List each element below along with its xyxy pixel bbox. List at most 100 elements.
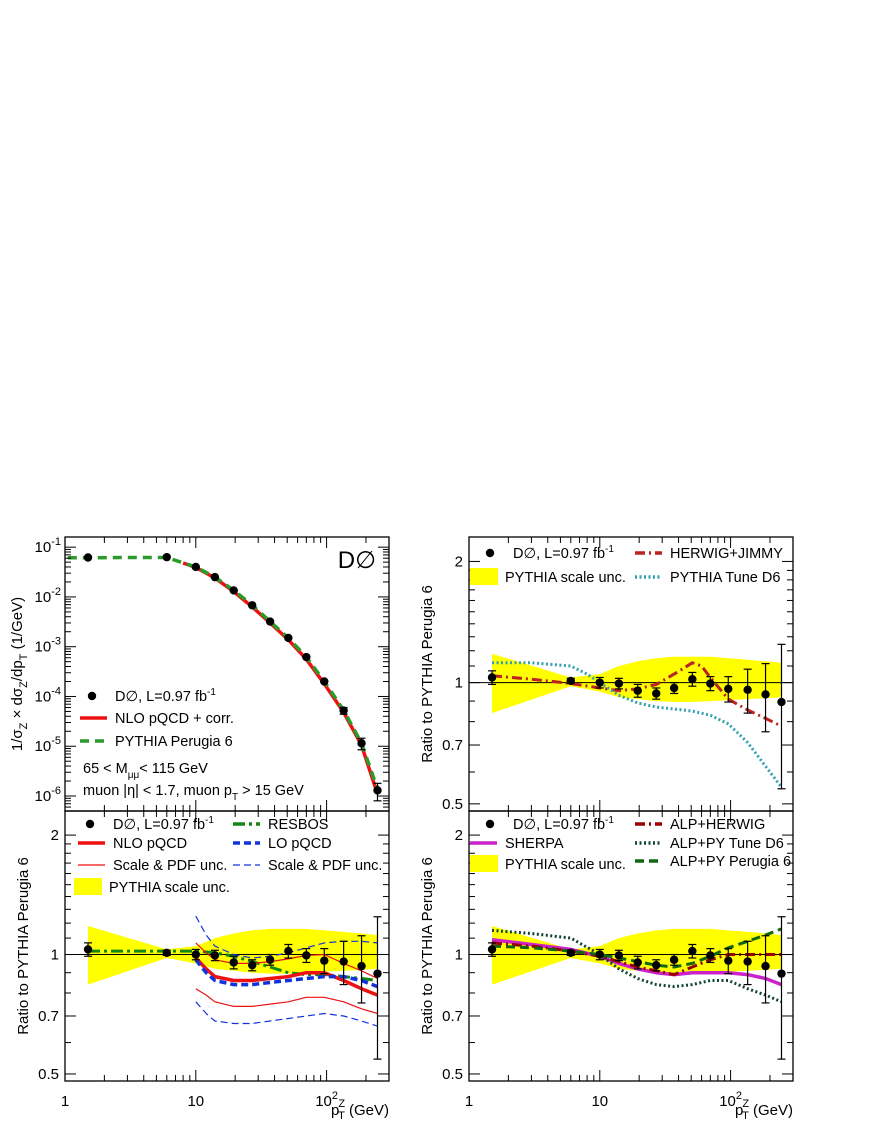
text-part: Scale & PDF unc.	[113, 858, 227, 874]
data-point	[777, 697, 786, 707]
y-tick-label: 2	[455, 827, 463, 844]
legend-label: PYTHIA Tune D6	[670, 570, 780, 586]
text-part: < 115 GeV	[139, 761, 208, 777]
legend-label: LO pQCD	[268, 836, 332, 852]
x-axis-title: pZ T (GeV)	[735, 1098, 793, 1122]
y-tick-label: 0.7	[38, 1008, 59, 1025]
data-point	[339, 957, 348, 966]
text-part: 10	[35, 788, 52, 805]
text-part: 0.7	[38, 1008, 59, 1025]
data-point	[595, 950, 604, 959]
data-point	[284, 946, 293, 956]
y-tick-label: 2	[455, 553, 463, 570]
text-part: T	[18, 653, 30, 660]
text-part: -1	[605, 544, 614, 555]
experiment-label: D∅	[338, 547, 376, 574]
data-point	[248, 960, 257, 970]
data-point	[265, 955, 275, 964]
y-tick-label: 0.5	[442, 1066, 463, 1083]
data-point	[210, 951, 220, 960]
legend-label: ALP+PY Perugia 6	[670, 854, 791, 870]
y-axis-title: Ratio to PYTHIA Perugia 6	[15, 857, 32, 1035]
series-line-3	[195, 988, 378, 1015]
legend-label: D∅, L=0.97 fb-1	[115, 687, 216, 705]
text-part: 2	[455, 553, 463, 570]
text-part: 0.7	[442, 1008, 463, 1025]
data-point	[284, 633, 293, 643]
panel-top-left: 10-110-210-310-410-510-61/σZ × dσZ/dpT (…	[9, 536, 390, 812]
legend-label: PYTHIA scale unc.	[109, 880, 230, 896]
text-part: 1	[455, 947, 463, 964]
text-part: PYTHIA Tune D6	[670, 570, 780, 586]
plot-area	[67, 552, 382, 802]
legend-label: Scale & PDF unc.	[113, 858, 227, 874]
y-axis-title: 1/σZ × dσZ/dpT (1/GeV)	[9, 597, 30, 751]
y-tick-label: 0.5	[38, 1066, 59, 1083]
legend-marker-point	[87, 691, 97, 701]
text-part: muon |η| < 1.7, muon p	[83, 783, 232, 799]
text-part: PYTHIA scale unc.	[505, 570, 626, 586]
text-part: Ratio to PYTHIA Perugia 6	[15, 857, 32, 1035]
series-line-0	[182, 561, 380, 795]
x-axis-title: pZ T (GeV)	[331, 1098, 389, 1122]
text-part: -4	[51, 685, 61, 697]
x-tick-label: 102	[315, 1090, 338, 1110]
data-point	[487, 945, 497, 954]
text-part: /dp	[9, 660, 26, 681]
text-part: Z	[18, 722, 30, 729]
y-tick-label: 10-5	[35, 735, 61, 755]
text-part: (GeV)	[345, 1102, 389, 1119]
x-tick-label: 102	[719, 1090, 742, 1110]
text-part: 10	[35, 539, 52, 556]
scale-uncertainty-band	[492, 653, 782, 714]
legend-label: PYTHIA scale unc.	[505, 857, 626, 873]
text-part: -1	[205, 815, 214, 826]
text-part: Z	[742, 1098, 749, 1110]
data-point	[229, 958, 238, 967]
series-line-1	[67, 555, 380, 790]
text-part: D∅	[338, 547, 376, 574]
data-point	[777, 969, 786, 978]
text-part: 10	[719, 1093, 736, 1110]
data-point	[566, 676, 575, 686]
text-part: 2	[736, 1090, 742, 1102]
text-part: ALP+PY Perugia 6	[670, 854, 791, 870]
data-point	[191, 562, 200, 572]
data-point	[229, 586, 238, 595]
legend-label: ALP+HERWIG	[670, 817, 765, 833]
text-part: 10	[35, 589, 52, 606]
panel-top-right: 2 1 0.7 0.5 Ratio to PYTHIA Perugia 6 D∅, L=0…	[419, 536, 794, 813]
text-part: T	[742, 1110, 749, 1122]
x-tick-label: 1	[465, 1093, 473, 1110]
y-tick-label: 0.5	[442, 796, 463, 813]
data-point	[191, 950, 200, 959]
text-part: 0.5	[442, 1066, 463, 1083]
text-part: 0.7	[442, 737, 463, 754]
data-point	[302, 951, 311, 960]
data-point	[743, 685, 752, 694]
legend-marker-band	[74, 878, 102, 895]
data-point	[688, 674, 697, 684]
text-part: 10	[591, 1093, 608, 1110]
text-part: -3	[51, 636, 61, 648]
y-tick-label: 10-2	[35, 586, 61, 606]
text-part: 1/σ	[9, 729, 26, 752]
data-point	[357, 739, 366, 748]
data-point	[614, 679, 624, 688]
text-part: Ratio to PYTHIA Perugia 6	[419, 585, 436, 763]
text-part: T	[232, 792, 238, 803]
text-part: 0.5	[442, 796, 463, 813]
data-point	[210, 572, 220, 582]
y-tick-label: 0.7	[442, 737, 463, 754]
text-part: × dσ	[9, 687, 26, 722]
data-point	[724, 684, 733, 694]
text-part: ALP+PY Tune D6	[670, 836, 784, 852]
data-point	[669, 683, 679, 693]
text-part: T	[338, 1110, 345, 1122]
data-point	[614, 951, 624, 960]
legend: D∅, L=0.97 fb-1 HERWIG+JIMMY PYTHIA scale …	[470, 544, 783, 586]
legend: D∅, L=0.97 fb-1 NLO pQCD + corr. PYTHIA Pe…	[80, 687, 234, 750]
series-line-4	[194, 958, 379, 989]
